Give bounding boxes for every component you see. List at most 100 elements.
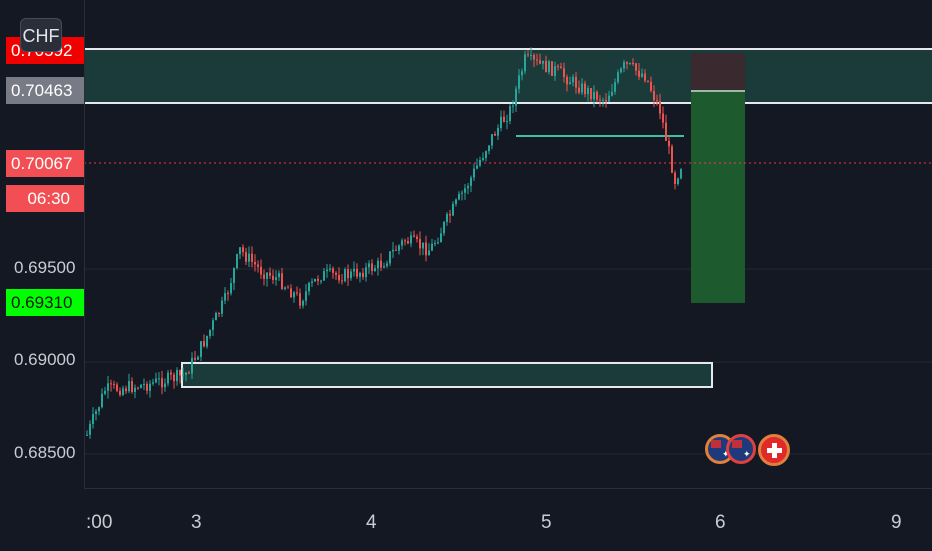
candle-body [416, 236, 418, 240]
resistance-zone [84, 48, 932, 104]
price-tick: 0.69000 [14, 350, 76, 369]
candle-body [632, 62, 634, 64]
candle-body [500, 116, 502, 128]
candle-body [227, 293, 229, 295]
candle-body [659, 100, 661, 114]
candle-body [125, 388, 127, 392]
price-axis[interactable]: 0.70592 0.70463 0.70067 06:30 0.69500 0.… [0, 0, 85, 488]
candle-body [422, 242, 424, 249]
candle-body [506, 121, 508, 123]
candle-body [110, 383, 112, 385]
candle-body [257, 264, 259, 267]
time-tick: :00 [86, 512, 113, 533]
candle-body [386, 263, 388, 267]
candle-body [395, 249, 397, 251]
candle-body [554, 66, 556, 76]
candle-body [410, 235, 412, 244]
candle-body [491, 133, 493, 146]
candle-body [269, 272, 271, 276]
candle-body [152, 382, 154, 384]
candle-body [620, 68, 622, 73]
candle-body [131, 381, 133, 393]
candle-body [530, 55, 532, 57]
candle-body [335, 272, 337, 275]
candle-body [662, 113, 664, 123]
candle-body [653, 90, 655, 101]
candle-body [344, 269, 346, 282]
time-tick: 5 [541, 512, 552, 533]
currency-label[interactable]: CHF [20, 18, 62, 52]
price-chart[interactable] [84, 0, 932, 488]
candle-body [203, 341, 205, 347]
candle-body [413, 235, 415, 237]
candle-body [215, 312, 217, 321]
candle-body [599, 99, 601, 101]
candle-body [302, 300, 304, 306]
candle-body [188, 372, 190, 374]
candle-body [281, 273, 283, 289]
candle-body [527, 54, 529, 56]
candle-body [176, 370, 178, 382]
candle-body [608, 95, 610, 102]
candle-body [230, 283, 232, 294]
candle-body [320, 280, 322, 282]
candle-body [383, 266, 385, 268]
candle-body [647, 80, 649, 82]
candle-body [182, 374, 184, 376]
chart-plot-area[interactable] [84, 0, 932, 488]
candle-body [680, 169, 682, 179]
candle-body [236, 254, 238, 269]
time-tick: 9 [891, 512, 902, 533]
time-tick: 4 [366, 512, 377, 533]
candle-body [671, 146, 673, 173]
candle-body [278, 273, 280, 278]
candle-body [275, 277, 277, 281]
candle-body [185, 372, 187, 375]
candle-body [104, 390, 106, 394]
candle-body [365, 267, 367, 278]
candle-body [425, 242, 427, 256]
candle-body [482, 157, 484, 160]
australia-flag-icon[interactable]: ✦ [726, 434, 756, 464]
candle-body [254, 261, 256, 265]
candle-body [455, 199, 457, 205]
candle-body [398, 245, 400, 251]
candle-body [293, 292, 295, 298]
time-tick: 3 [191, 512, 202, 533]
candle-body [596, 91, 598, 100]
candlesticks [86, 47, 682, 439]
candle-body [95, 411, 97, 415]
candle-body [266, 272, 268, 279]
candle-body [263, 274, 265, 279]
zone-bottom-price-tag: 0.70463 [6, 77, 84, 104]
candle-body [209, 329, 211, 336]
candle-body [329, 268, 331, 270]
candle-body [572, 76, 574, 83]
candle-body [443, 221, 445, 234]
candle-body [200, 341, 202, 357]
price-tick: 0.68500 [14, 443, 76, 462]
candle-body [566, 76, 568, 85]
candle-body [557, 66, 559, 68]
candle-body [509, 106, 511, 122]
candle-body [347, 269, 349, 279]
candle-body [161, 378, 163, 388]
candle-body [137, 387, 139, 389]
candle-body [584, 83, 586, 95]
candle-body [341, 280, 343, 282]
candle-body [551, 61, 553, 76]
candle-body [233, 268, 235, 284]
candle-body [449, 214, 451, 216]
switzerland-flag-icon[interactable] [758, 434, 790, 466]
stop-loss-zone [691, 53, 745, 91]
candle-body [494, 133, 496, 136]
candle-body [206, 335, 208, 347]
support-zone [181, 362, 713, 388]
candle-body [563, 68, 565, 77]
take-profit-zone [691, 91, 745, 303]
candle-body [323, 271, 325, 281]
candle-body [356, 268, 358, 277]
candle-body [614, 82, 616, 92]
time-axis[interactable] [84, 488, 932, 551]
candle-body [392, 249, 394, 252]
